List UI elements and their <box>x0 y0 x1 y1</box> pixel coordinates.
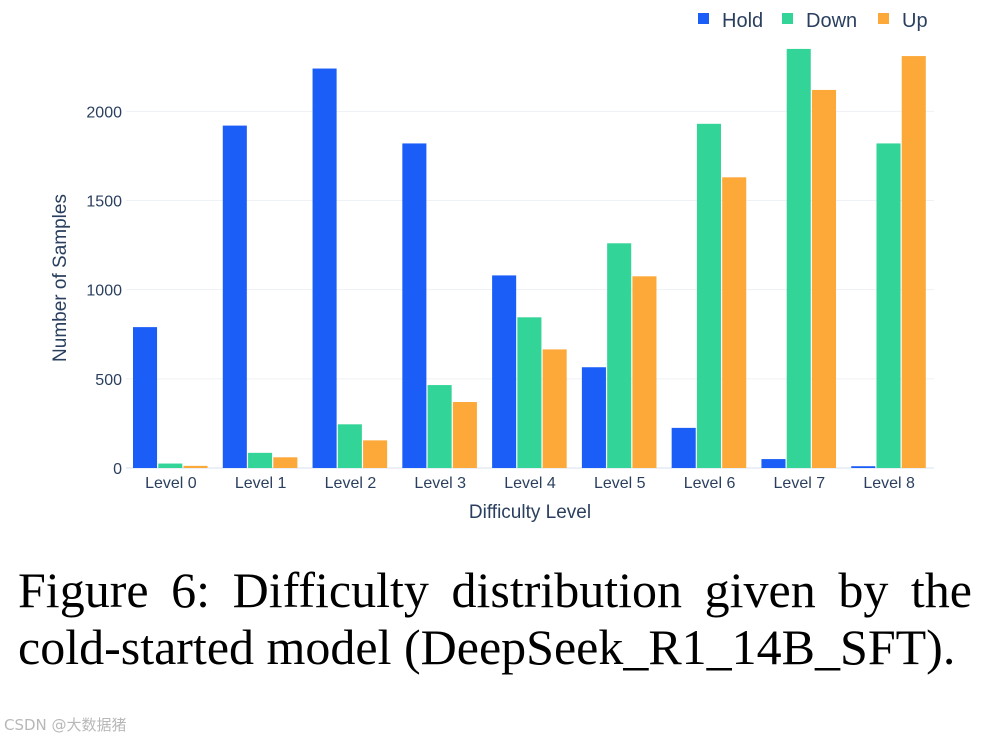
x-axis-title: Difficulty Level <box>469 502 591 523</box>
bar-down-level-7[interactable] <box>786 48 811 469</box>
bar-up-level-2[interactable] <box>363 440 388 468</box>
bar-up-level-6[interactable] <box>722 177 747 469</box>
legend-swatch-down <box>782 13 793 24</box>
bar-chart: 0 500 1000 1500 2000 Level 0 Level 1 Level 2 Le… <box>50 10 934 523</box>
x-tick-label: Level 1 <box>235 475 287 492</box>
legend[interactable]: Hold Down Up <box>698 10 928 32</box>
y-axis-title: Number of Samples <box>50 194 71 362</box>
x-tick-label: Level 5 <box>594 475 646 492</box>
bar-up-level-5[interactable] <box>632 276 657 468</box>
x-tick-label: Level 2 <box>325 475 377 492</box>
bar-up-level-8[interactable] <box>901 56 926 469</box>
y-axis-ticks: 0 500 1000 1500 2000 <box>86 104 122 478</box>
bar-down-level-1[interactable] <box>248 452 273 468</box>
bar-hold-level-0[interactable] <box>133 327 158 468</box>
bar-down-level-6[interactable] <box>696 123 721 469</box>
legend-swatch-up <box>878 13 889 24</box>
bar-down-level-3[interactable] <box>427 385 452 468</box>
bar-hold-level-4[interactable] <box>492 275 517 468</box>
bar-up-level-0[interactable] <box>183 465 208 468</box>
figure-caption: Figure 6: Difficulty distribution given … <box>18 562 972 675</box>
bar-hold-level-3[interactable] <box>402 143 427 468</box>
bar-up-level-1[interactable] <box>273 457 298 468</box>
bar-down-level-2[interactable] <box>337 424 362 468</box>
bar-down-level-5[interactable] <box>607 243 632 468</box>
y-tick-label: 1500 <box>86 194 122 211</box>
bar-up-level-4[interactable] <box>542 349 567 468</box>
bars <box>133 48 926 469</box>
bar-hold-level-7[interactable] <box>761 459 786 468</box>
x-axis-ticks: Level 0 Level 1 Level 2 Level 3 Level 4 Level… <box>145 475 915 492</box>
bar-down-level-4[interactable] <box>517 317 542 468</box>
bar-up-level-7[interactable] <box>811 89 837 468</box>
bar-hold-level-6[interactable] <box>671 427 696 468</box>
bar-hold-level-5[interactable] <box>581 367 606 468</box>
bar-down-level-0[interactable] <box>158 463 183 468</box>
legend-label-down[interactable]: Down <box>806 10 857 32</box>
x-tick-label: Level 3 <box>414 475 466 492</box>
bar-hold-level-2[interactable] <box>312 68 337 469</box>
x-tick-label: Level 7 <box>774 475 826 492</box>
bar-hold-level-8[interactable] <box>851 466 876 468</box>
legend-swatch-hold <box>698 13 709 24</box>
x-tick-label: Level 8 <box>863 475 915 492</box>
x-tick-label: Level 0 <box>145 475 197 492</box>
watermark-text: CSDN @大数据猪 <box>4 716 127 734</box>
legend-label-hold[interactable]: Hold <box>722 10 763 32</box>
x-tick-label: Level 4 <box>504 475 556 492</box>
y-tick-label: 1000 <box>86 283 122 300</box>
bar-down-level-8[interactable] <box>876 143 901 468</box>
bar-up-level-3[interactable] <box>452 402 477 468</box>
y-tick-label: 500 <box>95 372 122 389</box>
y-tick-label: 0 <box>113 461 122 478</box>
legend-label-up[interactable]: Up <box>902 10 928 32</box>
y-tick-label: 2000 <box>86 104 122 121</box>
bar-hold-level-1[interactable] <box>222 125 247 468</box>
x-tick-label: Level 6 <box>684 475 736 492</box>
